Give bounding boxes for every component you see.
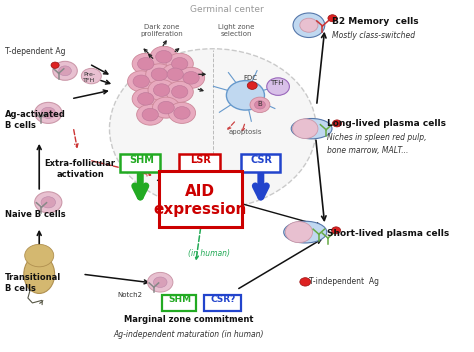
Text: CSR: CSR: [250, 155, 272, 165]
Circle shape: [35, 192, 62, 213]
Circle shape: [133, 75, 149, 88]
Text: apoptosis: apoptosis: [228, 129, 262, 135]
Circle shape: [154, 84, 170, 96]
Text: B2 Memory  cells: B2 Memory cells: [331, 17, 418, 26]
Circle shape: [35, 102, 62, 124]
Circle shape: [172, 57, 188, 70]
Circle shape: [53, 61, 77, 80]
Circle shape: [41, 197, 55, 208]
Circle shape: [151, 68, 167, 81]
Text: Notch2: Notch2: [118, 292, 142, 298]
FancyBboxPatch shape: [159, 171, 242, 227]
Circle shape: [41, 107, 55, 119]
Text: T-independent  Ag: T-independent Ag: [309, 277, 379, 286]
Circle shape: [328, 15, 337, 22]
Circle shape: [285, 221, 312, 243]
Circle shape: [267, 78, 290, 95]
FancyBboxPatch shape: [179, 153, 220, 172]
Circle shape: [148, 80, 175, 101]
Circle shape: [137, 104, 164, 125]
Text: B: B: [257, 101, 262, 107]
FancyBboxPatch shape: [204, 295, 241, 311]
Text: Extra-follicular
activation: Extra-follicular activation: [45, 159, 116, 179]
Text: LSR: LSR: [190, 155, 210, 165]
Text: Mostly class-switched: Mostly class-switched: [331, 31, 415, 40]
Circle shape: [183, 71, 199, 84]
Circle shape: [137, 93, 154, 105]
Text: Ag-independent maturation (in human): Ag-independent maturation (in human): [114, 330, 264, 339]
Text: Naive B cells: Naive B cells: [5, 210, 66, 219]
Circle shape: [142, 108, 158, 121]
Circle shape: [51, 62, 59, 68]
Text: bone marrow, MALT...: bone marrow, MALT...: [327, 146, 409, 155]
Circle shape: [247, 82, 257, 89]
Circle shape: [332, 120, 341, 127]
Ellipse shape: [24, 255, 55, 294]
Text: Pre-
TFH: Pre- TFH: [83, 73, 95, 83]
Text: Ag-activated
B cells: Ag-activated B cells: [5, 110, 66, 130]
Text: T-dependent Ag: T-dependent Ag: [5, 47, 66, 56]
Circle shape: [59, 66, 72, 76]
Circle shape: [255, 101, 265, 109]
Circle shape: [158, 101, 174, 114]
Circle shape: [166, 81, 193, 102]
Circle shape: [162, 64, 189, 85]
Circle shape: [300, 18, 318, 32]
Text: TFH: TFH: [270, 80, 284, 86]
Circle shape: [250, 97, 270, 113]
Circle shape: [150, 46, 177, 67]
Ellipse shape: [291, 119, 332, 139]
Circle shape: [132, 88, 159, 109]
Circle shape: [109, 49, 316, 209]
Circle shape: [132, 53, 159, 74]
Text: Transitional
B cells: Transitional B cells: [5, 273, 62, 293]
Circle shape: [293, 13, 325, 38]
Circle shape: [128, 71, 155, 92]
FancyBboxPatch shape: [120, 153, 160, 172]
Circle shape: [168, 102, 196, 124]
Circle shape: [137, 57, 154, 70]
Circle shape: [227, 81, 264, 110]
FancyBboxPatch shape: [241, 153, 280, 172]
Text: AID
expression: AID expression: [154, 184, 247, 217]
Circle shape: [177, 67, 205, 88]
Circle shape: [154, 277, 167, 288]
Text: Niches in spleen red pulp,: Niches in spleen red pulp,: [327, 133, 427, 142]
Ellipse shape: [284, 221, 327, 243]
Circle shape: [166, 53, 193, 74]
Text: SHM: SHM: [129, 155, 154, 165]
Text: Light zone
selection: Light zone selection: [218, 24, 255, 37]
Text: Short-lived plasma cells: Short-lived plasma cells: [327, 230, 449, 238]
Text: (in human): (in human): [188, 249, 230, 258]
Text: CSR?: CSR?: [211, 295, 237, 304]
Text: Germinal center: Germinal center: [191, 5, 264, 14]
FancyBboxPatch shape: [162, 295, 197, 311]
Circle shape: [331, 227, 341, 234]
Text: FDC: FDC: [243, 75, 257, 81]
Circle shape: [174, 107, 190, 119]
Text: Marginal zone commitment: Marginal zone commitment: [124, 315, 254, 324]
Circle shape: [300, 278, 310, 286]
Circle shape: [172, 86, 188, 98]
Circle shape: [147, 272, 173, 292]
Circle shape: [146, 64, 173, 85]
Text: Dark zone
proliferation: Dark zone proliferation: [140, 24, 183, 37]
Text: Long-lived plasma cells: Long-lived plasma cells: [327, 119, 446, 128]
Circle shape: [153, 97, 180, 118]
Circle shape: [82, 68, 101, 84]
Circle shape: [167, 68, 183, 81]
Circle shape: [155, 50, 172, 63]
Text: SHM: SHM: [168, 295, 191, 304]
Circle shape: [25, 244, 54, 267]
Circle shape: [292, 119, 318, 138]
